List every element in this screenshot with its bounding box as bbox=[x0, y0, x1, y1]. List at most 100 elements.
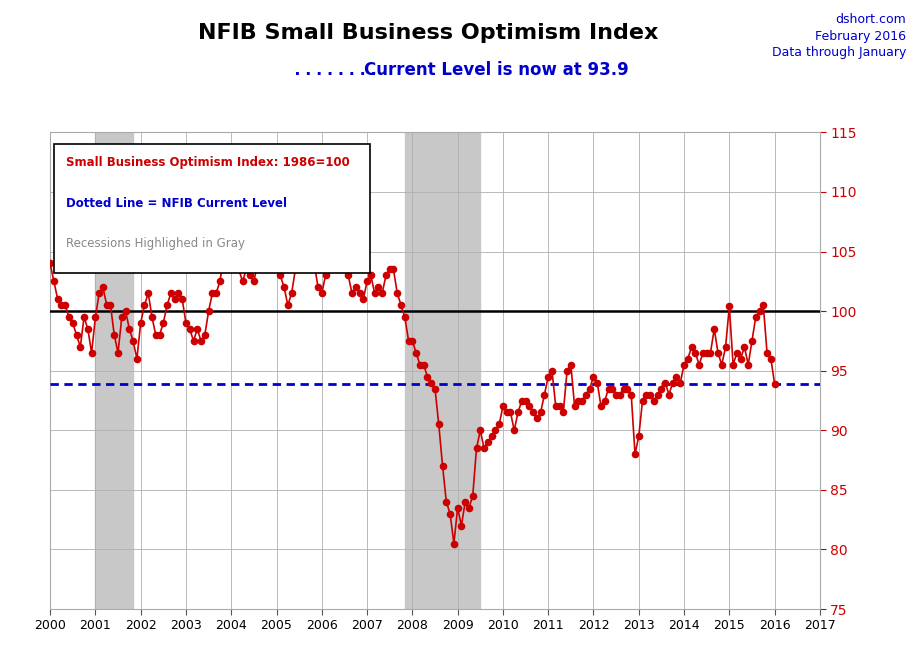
Point bbox=[485, 431, 499, 442]
Point bbox=[164, 288, 179, 299]
Point bbox=[277, 282, 292, 293]
Point bbox=[251, 258, 265, 269]
Point bbox=[752, 306, 767, 316]
Point bbox=[270, 252, 284, 263]
Point bbox=[88, 312, 103, 322]
Point bbox=[741, 359, 755, 370]
Point bbox=[405, 336, 420, 346]
Point bbox=[300, 264, 314, 275]
Point bbox=[469, 443, 484, 453]
Point bbox=[239, 264, 253, 275]
Point bbox=[330, 240, 344, 251]
Point bbox=[673, 377, 688, 388]
Point bbox=[363, 270, 378, 281]
Point bbox=[556, 407, 570, 418]
Point bbox=[518, 395, 533, 406]
Point bbox=[677, 359, 691, 370]
Point bbox=[658, 377, 672, 388]
Point bbox=[654, 383, 669, 394]
Point bbox=[703, 348, 718, 358]
Point bbox=[681, 354, 695, 364]
Point bbox=[473, 425, 487, 436]
Point bbox=[303, 258, 318, 269]
Point bbox=[458, 496, 473, 507]
Point bbox=[635, 395, 650, 406]
Point bbox=[416, 359, 431, 370]
Point bbox=[341, 270, 355, 281]
Point bbox=[639, 389, 653, 400]
Point bbox=[159, 300, 174, 310]
Point bbox=[311, 282, 325, 293]
Point bbox=[515, 395, 529, 406]
Point bbox=[529, 413, 544, 424]
Point bbox=[284, 288, 299, 299]
Point bbox=[322, 264, 337, 275]
Point bbox=[582, 383, 597, 394]
Point bbox=[537, 389, 552, 400]
Point bbox=[435, 461, 450, 471]
Point bbox=[73, 342, 87, 352]
Point bbox=[730, 348, 744, 358]
Point bbox=[397, 312, 412, 322]
Point bbox=[333, 252, 348, 263]
Point bbox=[145, 312, 159, 322]
Point bbox=[353, 288, 367, 299]
Point bbox=[590, 377, 605, 388]
Point bbox=[43, 258, 57, 269]
Point bbox=[564, 359, 578, 370]
Point bbox=[220, 252, 235, 263]
Point bbox=[548, 401, 563, 412]
Point bbox=[696, 348, 711, 358]
Point bbox=[390, 288, 404, 299]
Point bbox=[617, 383, 631, 394]
Point bbox=[643, 389, 658, 400]
Text: Small Business Optimism Index: 1986=100: Small Business Optimism Index: 1986=100 bbox=[66, 156, 349, 169]
Point bbox=[522, 401, 537, 412]
Point bbox=[175, 294, 189, 305]
Point bbox=[454, 520, 468, 531]
Point bbox=[205, 288, 220, 299]
Point bbox=[568, 401, 582, 412]
Point bbox=[212, 276, 227, 287]
Point bbox=[443, 508, 457, 519]
Point bbox=[409, 348, 424, 358]
Text: Current Level is now at 93.9: Current Level is now at 93.9 bbox=[364, 60, 630, 79]
Point bbox=[428, 383, 443, 394]
Point bbox=[46, 276, 61, 287]
Point bbox=[115, 312, 129, 322]
Point bbox=[50, 294, 65, 305]
Point bbox=[402, 336, 416, 346]
Point bbox=[314, 288, 329, 299]
Point bbox=[767, 379, 782, 389]
Point bbox=[374, 288, 389, 299]
Point bbox=[243, 270, 258, 281]
Point bbox=[356, 294, 371, 305]
Point bbox=[450, 502, 465, 513]
Point bbox=[217, 252, 231, 263]
Point bbox=[624, 389, 639, 400]
Point bbox=[247, 276, 261, 287]
Point bbox=[620, 383, 635, 394]
Point bbox=[726, 359, 741, 370]
Point bbox=[168, 294, 182, 305]
Point bbox=[466, 491, 480, 501]
Point bbox=[231, 264, 246, 275]
Point bbox=[254, 252, 269, 263]
Point bbox=[77, 312, 91, 322]
Point bbox=[281, 300, 295, 310]
Point bbox=[186, 336, 200, 346]
Point bbox=[601, 383, 616, 394]
Point bbox=[288, 264, 302, 275]
Point bbox=[688, 348, 702, 358]
Point bbox=[126, 336, 140, 346]
Point bbox=[386, 264, 401, 275]
Point bbox=[156, 318, 170, 328]
Point bbox=[118, 306, 133, 316]
Point bbox=[718, 342, 732, 352]
Text: NFIB Small Business Optimism Index: NFIB Small Business Optimism Index bbox=[198, 23, 659, 43]
Point bbox=[62, 312, 77, 322]
Point bbox=[578, 389, 593, 400]
Point bbox=[80, 324, 95, 334]
Point bbox=[628, 449, 642, 459]
Point bbox=[337, 264, 352, 275]
